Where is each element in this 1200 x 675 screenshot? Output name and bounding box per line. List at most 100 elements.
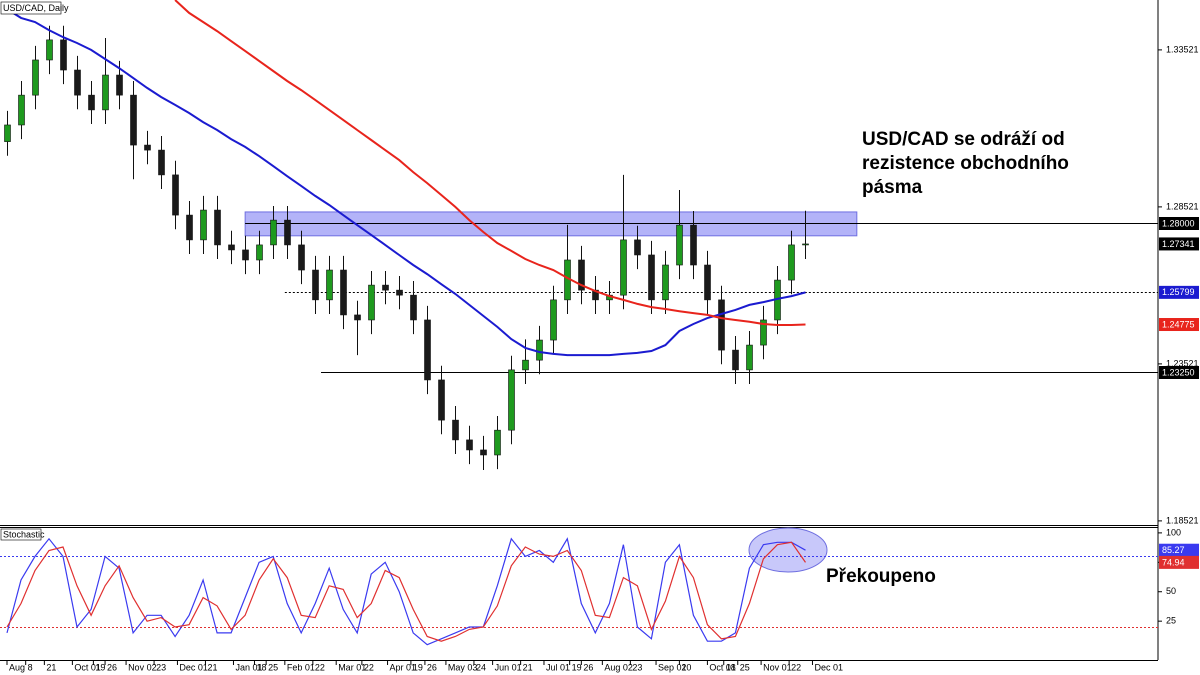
candle-body bbox=[396, 289, 403, 296]
y-tick-label: 1.23521 bbox=[1166, 358, 1199, 368]
chart-title: USD/CAD, Daily bbox=[3, 3, 69, 13]
x-tick-label: Jun 01 bbox=[495, 662, 522, 672]
price-tag bbox=[1159, 366, 1199, 379]
price-tag-label: 1.23250 bbox=[1162, 367, 1195, 377]
price-tag bbox=[1159, 555, 1199, 569]
x-tick-label: 22 bbox=[791, 662, 801, 672]
x-tick-label: Sep 01 bbox=[658, 662, 687, 672]
x-tick-label: 23 bbox=[632, 662, 642, 672]
candle-body bbox=[368, 284, 375, 321]
x-tick-label: Mar 01 bbox=[338, 662, 366, 672]
candle-body bbox=[578, 259, 585, 291]
candle-body bbox=[144, 144, 151, 151]
candle-body bbox=[284, 219, 291, 246]
candle-body bbox=[354, 314, 361, 321]
candle-body bbox=[648, 254, 655, 301]
candle-body bbox=[298, 244, 305, 271]
oscillator-line bbox=[6, 541, 806, 642]
candle-body bbox=[116, 74, 123, 96]
candle-body bbox=[88, 94, 95, 111]
x-tick-label: May 03 bbox=[448, 662, 478, 672]
candle-body bbox=[228, 244, 235, 251]
candle-body bbox=[158, 149, 165, 176]
note: rezistence obchodního bbox=[862, 153, 1069, 174]
price-tag bbox=[1159, 217, 1199, 230]
x-tick-label: Feb 01 bbox=[287, 662, 315, 672]
x-tick-label: Jan 01 bbox=[235, 662, 262, 672]
candle-body bbox=[326, 269, 333, 301]
title-box bbox=[0, 1, 62, 15]
candle-body bbox=[466, 439, 473, 451]
candle-body bbox=[676, 224, 683, 266]
candle-body bbox=[130, 94, 137, 146]
candle-body bbox=[60, 39, 67, 71]
candle-body bbox=[452, 419, 459, 441]
candle-body bbox=[438, 379, 445, 421]
price-tag bbox=[1159, 285, 1199, 299]
y-tick-label: 50 bbox=[1166, 586, 1176, 596]
candle-body bbox=[340, 269, 347, 316]
x-tick-label: 19 bbox=[572, 662, 582, 672]
y-tick-label: 1.18521 bbox=[1166, 515, 1199, 525]
candle-body bbox=[4, 124, 11, 142]
x-tick-label: Aug 02 bbox=[604, 662, 633, 672]
x-tick-label: Oct 01 bbox=[74, 662, 101, 672]
x-tick-label: Nov 02 bbox=[128, 662, 157, 672]
candle-body bbox=[788, 244, 795, 281]
x-tick-label: 25 bbox=[740, 662, 750, 672]
y-tick-label: 25 bbox=[1166, 616, 1176, 626]
y-tick-label: 1.28521 bbox=[1166, 201, 1199, 211]
x-tick-label: Nov 01 bbox=[763, 662, 792, 672]
candle-body bbox=[662, 264, 669, 301]
candle-body bbox=[704, 264, 711, 301]
candle-body bbox=[690, 224, 697, 266]
x-tick-label: 18 bbox=[726, 662, 736, 672]
candle-body bbox=[634, 239, 641, 256]
x-tick-label: 23 bbox=[156, 662, 166, 672]
candle-body bbox=[382, 284, 389, 291]
candle-body bbox=[480, 449, 487, 456]
indicator-title: Stochastic bbox=[3, 529, 45, 539]
candle-body bbox=[172, 174, 179, 216]
x-tick-label: 26 bbox=[583, 662, 593, 672]
candle-body bbox=[550, 299, 557, 341]
note: Překoupeno bbox=[826, 566, 936, 587]
candle-body bbox=[312, 269, 319, 301]
moving-average bbox=[174, 0, 806, 326]
candle-body bbox=[732, 349, 739, 371]
candle-body bbox=[522, 359, 529, 371]
note: USD/CAD se odráží od bbox=[862, 129, 1065, 150]
x-tick-label: 22 bbox=[315, 662, 325, 672]
x-tick-label: 21 bbox=[207, 662, 217, 672]
candle-body bbox=[200, 209, 207, 241]
y-tick-label: 1.33521 bbox=[1166, 44, 1199, 54]
x-tick-label: 26 bbox=[107, 662, 117, 672]
price-tag-label: 74.94 bbox=[1162, 557, 1185, 567]
candle-body bbox=[746, 344, 753, 371]
x-tick-label: Oct 01 bbox=[709, 662, 736, 672]
x-tick-label: Dec 01 bbox=[814, 662, 843, 672]
x-tick-label: 18 bbox=[256, 662, 266, 672]
x-tick-label: 19 bbox=[95, 662, 105, 672]
candle-body bbox=[242, 249, 249, 261]
candle-body bbox=[18, 94, 25, 126]
candle-body bbox=[424, 319, 431, 381]
candle-body bbox=[32, 59, 39, 96]
x-tick-label: Apr 01 bbox=[390, 662, 417, 672]
price-tag-label: 1.27341 bbox=[1162, 239, 1195, 249]
moving-average bbox=[6, 8, 806, 357]
candle-body bbox=[270, 219, 277, 246]
price-tag bbox=[1159, 318, 1199, 332]
candle-body bbox=[410, 294, 417, 321]
x-tick-label: 25 bbox=[268, 662, 278, 672]
candle-body bbox=[214, 209, 221, 246]
oscillator-line bbox=[6, 537, 806, 646]
x-tick-label: 21 bbox=[46, 662, 56, 672]
candle-body bbox=[536, 339, 543, 361]
x-tick-label: Dec 01 bbox=[179, 662, 208, 672]
candle-body bbox=[102, 74, 109, 111]
x-tick-label: 8 bbox=[28, 662, 33, 672]
